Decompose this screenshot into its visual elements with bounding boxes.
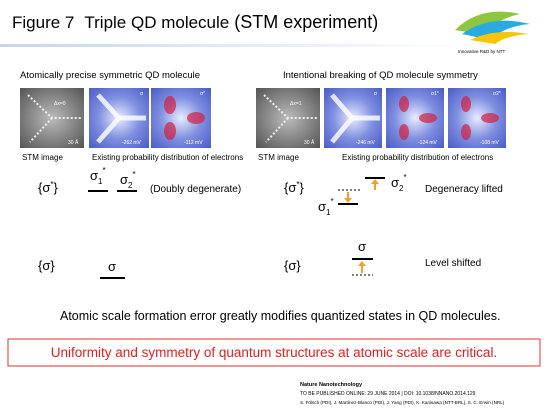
conclusion: Uniformity and symmetry of quantum struc… <box>51 345 497 360</box>
citation-line: S. Fölsch (PDI), J. Martínez-Blanco (PDI… <box>300 400 505 405</box>
level-label: σ2 * <box>120 170 136 190</box>
left-images: Δx=0 30 Å σ -262 mV σ* -112 mV <box>20 88 211 148</box>
sym: σ <box>120 172 128 187</box>
header-rule <box>0 44 470 47</box>
sym: σ <box>90 168 98 183</box>
set-close: } <box>54 180 59 195</box>
conclusion-box <box>7 338 541 367</box>
set-sup: * <box>296 180 299 189</box>
sym: σ <box>391 175 399 190</box>
right-images: Δx=1 30 Å σ -246 mV σ1* -124 mV σ2* -108… <box>256 88 506 148</box>
left-heading: Atomically precise symmetric QD molecule <box>20 70 200 81</box>
level-label: σ2 * <box>391 173 407 193</box>
image-label: 30 Å <box>68 139 79 146</box>
image-label: -108 mV <box>480 140 500 146</box>
arrow-head <box>344 198 352 203</box>
image-label: -246 mV <box>356 140 376 146</box>
sub: 2 <box>399 184 404 193</box>
arrow-head <box>371 179 379 184</box>
figure-number: Figure 7 <box>12 13 74 32</box>
image-label: σ <box>140 91 144 97</box>
image-label: Δx=1 <box>290 101 302 107</box>
note: (Doubly degenerate) <box>150 184 241 195</box>
set-open: {σ <box>38 180 50 195</box>
level-label: σ <box>108 259 116 274</box>
level-label: σ1 * <box>318 197 334 217</box>
title: Figure 7 Triple QD molecule (STM experimen… <box>12 12 378 32</box>
sym: σ <box>318 199 326 214</box>
set-label: {σ*} <box>284 180 305 195</box>
sup: * <box>132 170 135 179</box>
note: Degeneracy lifted <box>425 184 503 195</box>
image-label: σ2* <box>493 91 501 97</box>
set-sup: * <box>50 180 53 189</box>
sup: * <box>403 173 406 182</box>
statement: Atomic scale formation error greatly mod… <box>60 309 500 323</box>
note: Level shifted <box>425 258 481 269</box>
arrow-head <box>358 261 366 266</box>
caption: Existing probability distribution of ele… <box>92 153 243 162</box>
right-heading: Intentional breaking of QD molecule symm… <box>283 70 478 81</box>
citation-line: TO BE PUBLISHED ONLINE: 29 JUNE 2014 | D… <box>300 391 476 397</box>
level-label: σ1 * <box>90 166 106 186</box>
image-label: σ* <box>200 91 205 97</box>
image-label: 30 Å <box>304 139 315 146</box>
set-label: {σ*} <box>38 180 59 195</box>
sub: 1 <box>326 208 331 217</box>
sub: 2 <box>128 181 133 190</box>
title-text: Triple QD molecule <box>84 13 229 32</box>
set-label: {σ} <box>284 258 301 273</box>
caption: Existing probability distribution of ele… <box>342 153 493 162</box>
image-label: Δx=0 <box>54 101 66 107</box>
logo-text: Innovative R&D by NTT <box>458 49 506 54</box>
image-label: -124 mV <box>418 140 438 146</box>
citation-journal: Nature Nanotechnology <box>300 382 363 388</box>
set-close: } <box>300 180 305 195</box>
image-label: -112 mV <box>184 140 203 146</box>
sub: 1 <box>98 177 103 186</box>
logo: Innovative R&D by NTT <box>455 11 530 54</box>
sup: * <box>102 166 105 175</box>
image-label: σ <box>374 91 378 97</box>
sup: * <box>330 197 333 206</box>
image-label: σ1* <box>431 91 439 97</box>
caption: STM image <box>258 153 299 162</box>
image-label: -262 mV <box>122 140 142 146</box>
subtitle: (STM experiment) <box>234 12 378 32</box>
set-open: {σ <box>284 180 296 195</box>
caption: STM image <box>22 153 63 162</box>
set-label: {σ} <box>38 258 55 273</box>
level-label: σ <box>358 239 366 254</box>
